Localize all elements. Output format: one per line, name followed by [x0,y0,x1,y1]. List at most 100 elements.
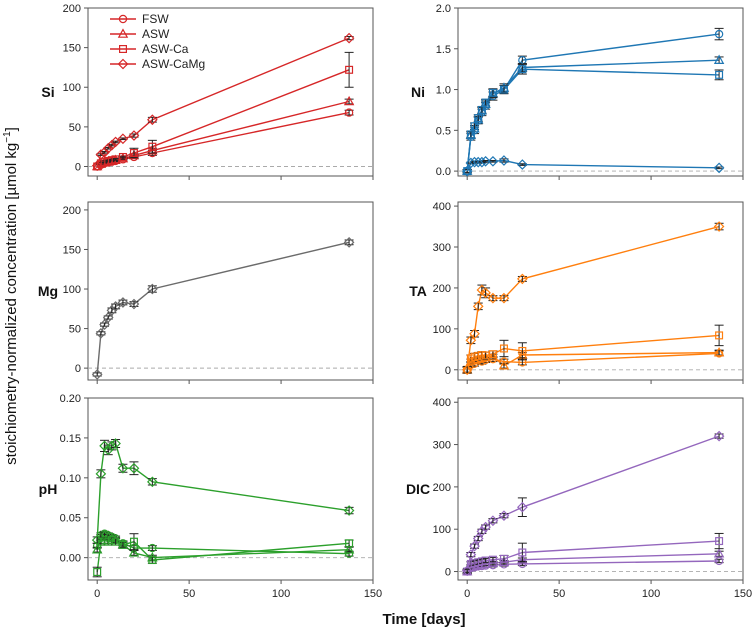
panel-title-ta: TA [409,283,427,299]
point-ni-asw-ca [715,70,724,79]
panel-frame-ta [457,201,744,381]
point-si-asw-camg [102,142,114,154]
point-ta-asw-camg [461,364,473,376]
panel-frame-mg [87,201,374,381]
x-tick-label-dic: 150 [734,588,752,600]
panel-title-ni: Ni [411,84,425,100]
point-ni-asw-ca [488,88,497,97]
series-ph-asw-ca [92,533,354,578]
point-ph-asw-camg [147,476,158,488]
y-tick-label-ni: 0.5 [436,125,451,137]
y-tick-label-ph: 0.15 [60,433,81,445]
legend-marker [117,58,129,70]
point-mg-asw-camg [128,298,140,310]
point-si-asw-camg [147,114,158,126]
panel-title-ph: pH [39,481,58,497]
y-tick-label-dic: 0 [445,567,451,579]
y-tick-label-mg: 0 [75,363,81,375]
legend-entry-asw-camg: ASW-CaMg [110,57,205,71]
point-ni-asw-camg [480,155,491,167]
point-ph-asw-ca [129,537,138,546]
point-ni-asw-camg [713,162,725,174]
legend-label: FSW [142,12,169,26]
point-si-asw-camg [110,136,121,148]
point-si-asw-camg [99,146,110,158]
point-ni-asw-camg [461,165,473,177]
y-tick-label-dic: 100 [433,524,451,536]
point-ph-asw [128,547,140,557]
point-si-asw-camg [91,160,103,172]
x-tick-label-dic: 0 [464,588,470,600]
point-si-asw-camg [117,133,129,145]
legend-entry-fsw: FSW [110,12,169,26]
y-tick-label-ta: 100 [433,324,451,336]
y-tick-label-ta: 400 [433,201,451,213]
y-tick-label-ni: 1.5 [436,44,451,56]
point-ta-asw [487,351,499,361]
y-tick-label-mg: 100 [63,284,81,296]
point-dic-asw-camg [480,521,491,533]
panel-ta: 0 100 200 300 400 TA [409,201,744,384]
point-ph-asw-ca [118,540,127,549]
point-ni-asw-ca [474,114,483,123]
point-ta-asw-camg [480,287,491,299]
point-si-asw-camg [128,130,140,141]
y-axis-title-end: ] [3,127,20,131]
y-tick-label-ni: 1.0 [436,85,451,97]
y-tick-label-si: 50 [69,122,81,134]
point-ta-asw [476,352,488,363]
point-ta-asw-ca [518,346,527,355]
point-ni-fsw [714,29,724,39]
point-dic-asw [517,554,528,564]
point-dic-asw-camg [469,540,480,552]
y-tick-label-ph: 0.20 [60,393,81,405]
x-axis-title: Time [days] [382,611,465,628]
point-dic-asw-camg [472,533,484,544]
x-tick-label-dic: 50 [553,588,565,600]
point-dic-asw-camg [476,525,488,537]
y-tick-label-ph: 0.10 [60,473,81,485]
point-ph-asw-camg [106,440,118,452]
point-dic-asw-ca [715,537,724,546]
x-tick-label-dic: 100 [642,588,660,600]
point-ni-asw-ca [470,122,479,131]
point-ni-asw-camg [517,159,528,170]
y-tick-label-ta: 200 [433,283,451,295]
point-dic-asw-ca [499,554,508,563]
point-ni-asw-camg [487,155,499,167]
point-mg-asw-camg [117,297,129,308]
legend-label: ASW-Ca [142,42,189,56]
series-line-ph-asw-ca [96,539,350,573]
point-si-asw-ca [129,149,138,158]
x-tick-label-ph: 50 [183,588,195,600]
x-tick-label-ph: 100 [272,588,290,600]
point-dic-asw [498,556,510,567]
point-dic-asw-camg [498,510,510,522]
y-tick-label-si: 100 [63,82,81,94]
point-ta-asw [713,346,725,357]
y-tick-label-ta: 300 [433,242,451,254]
y-tick-label-ph: 0.00 [60,553,81,565]
point-ph-asw-ca [148,556,157,565]
point-ph-asw-ca [345,539,354,548]
point-mg-asw-camg [102,312,114,323]
point-ta-asw-ca [715,331,724,340]
y-tick-label-mg: 150 [63,244,81,256]
point-si-asw-ca [345,65,354,74]
y-tick-label-mg: 50 [69,324,81,336]
point-si-asw-camg [343,32,355,44]
series-dic-asw-camg [461,430,725,577]
panel-title-mg: Mg [38,283,58,299]
series-ph-asw-camg [91,438,355,546]
point-dic-asw-camg [461,565,473,577]
y-tick-label-si: 0 [75,161,81,173]
y-tick-label-ph: 0.05 [60,513,81,525]
point-ni-asw-ca [481,98,490,107]
y-axis-title-main: stoichiometry-normalized concentration [… [3,143,20,465]
point-ph-asw-camg [102,444,114,456]
point-ta-asw-camg [517,273,528,285]
series-line-ph-asw-camg [96,442,350,541]
panel-title-dic: DIC [406,481,430,497]
